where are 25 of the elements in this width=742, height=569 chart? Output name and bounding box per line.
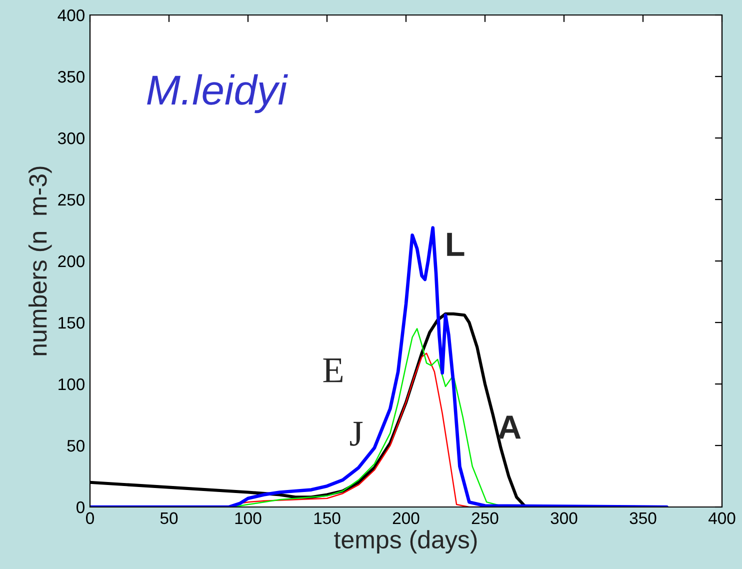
- x-tick-label: 150: [314, 512, 340, 524]
- x-tick-label: 350: [630, 512, 656, 524]
- annotation: E: [323, 358, 342, 382]
- y-tick-label: 100: [58, 378, 84, 390]
- y-tick-label: 150: [58, 316, 84, 329]
- text: M.leidyi: [147, 74, 288, 114]
- annotation: J: [350, 422, 363, 446]
- annotation: L: [447, 232, 464, 256]
- y-tick-label: 50: [67, 440, 84, 452]
- x-tick-label: 50: [160, 512, 178, 524]
- y-tick-label: 300: [58, 132, 84, 144]
- y-tick-label: 350: [58, 70, 84, 83]
- y-tick-label: 0: [76, 501, 84, 514]
- x-tick-label: 300: [550, 512, 578, 524]
- y-tick-label: 250: [58, 194, 84, 206]
- x-tick-label: 0: [86, 512, 94, 524]
- x-axis-title: temps (days): [334, 530, 477, 554]
- y-axis-title: numbers (n m-3): [28, 166, 52, 356]
- x-tick-label: 100: [235, 512, 262, 524]
- x-tick-label: 400: [708, 512, 736, 524]
- annotation: A: [498, 416, 521, 439]
- x-tick-label: 250: [472, 512, 498, 524]
- y-tick-label: 400: [58, 9, 84, 22]
- y-tick-label: 200: [58, 255, 84, 268]
- x-tick-label: 200: [392, 512, 420, 524]
